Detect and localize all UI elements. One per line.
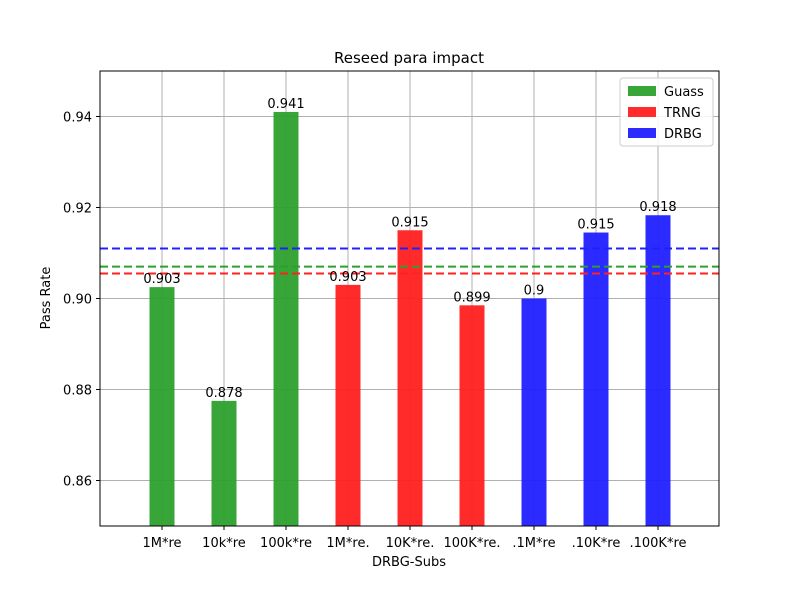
bar-label-7: 0.915 [577,218,614,233]
bar-guass-2 [273,111,299,526]
bar-trng-4 [397,230,423,526]
y-tick-label-3: 0.92 [63,202,92,217]
mean-lines [100,247,719,275]
y-axis-label: Pass Rate [39,267,54,330]
bar-label-3: 0.903 [329,270,366,285]
y-axis-ticks: 0.86 0.88 0.90 0.92 0.94 [63,111,100,490]
bar-label-1: 0.878 [205,386,242,401]
bar-guass-0 [149,287,175,526]
bar-drbg-6 [521,298,547,526]
bar-label-4: 0.915 [391,215,428,230]
x-tick-label-3: 1M*re. [326,536,369,551]
bar-label-0: 0.903 [143,272,180,287]
x-axis-ticks: 1M*re 10k*re 100k*re 1M*re. 10K*re. 100K*re..… [142,526,687,551]
bar-drbg-8 [645,215,671,527]
y-tick-label-1: 0.88 [63,384,92,399]
bar-drbg-7 [583,232,609,526]
bar-trng-3 [335,284,361,526]
y-tick-label-2: 0.90 [63,293,92,308]
legend: Guass TRNG DRBG [619,77,714,147]
bar-guass-1 [211,400,237,526]
y-tick-label-0: 0.86 [63,475,92,490]
chart-title: Reseed para impact [334,49,484,67]
bar-label-2: 0.941 [267,97,304,112]
legend-swatch-drbg [628,128,656,138]
bars [149,111,671,527]
legend-label-guass: Guass [664,85,704,100]
bar-label-5: 0.899 [453,290,490,305]
x-tick-label-4: 10K*re. [386,536,435,551]
bar-value-labels: 0.903 0.878 0.941 0.903 0.915 0.899 0.9 0.915 0.… [143,97,676,401]
x-tick-label-6: .1M*re [512,536,555,551]
legend-swatch-guass [628,86,656,96]
x-tick-label-2: 100k*re [260,536,312,551]
x-tick-label-0: 1M*re [142,536,181,551]
bar-label-8: 0.918 [639,200,676,215]
legend-swatch-trng [628,107,656,117]
bar-label-6: 0.9 [524,284,545,299]
bar-trng-5 [459,305,485,526]
legend-label-trng: TRNG [663,106,701,121]
x-tick-label-5: 100K*re. [443,536,500,551]
x-tick-label-8: .100K*re [629,536,686,551]
x-tick-label-1: 10k*re [202,536,246,551]
x-tick-label-7: .10K*re [572,536,621,551]
x-axis-label: DRBG-Subs [372,555,446,570]
legend-label-drbg: DRBG [664,127,702,142]
y-tick-label-4: 0.94 [63,111,92,126]
